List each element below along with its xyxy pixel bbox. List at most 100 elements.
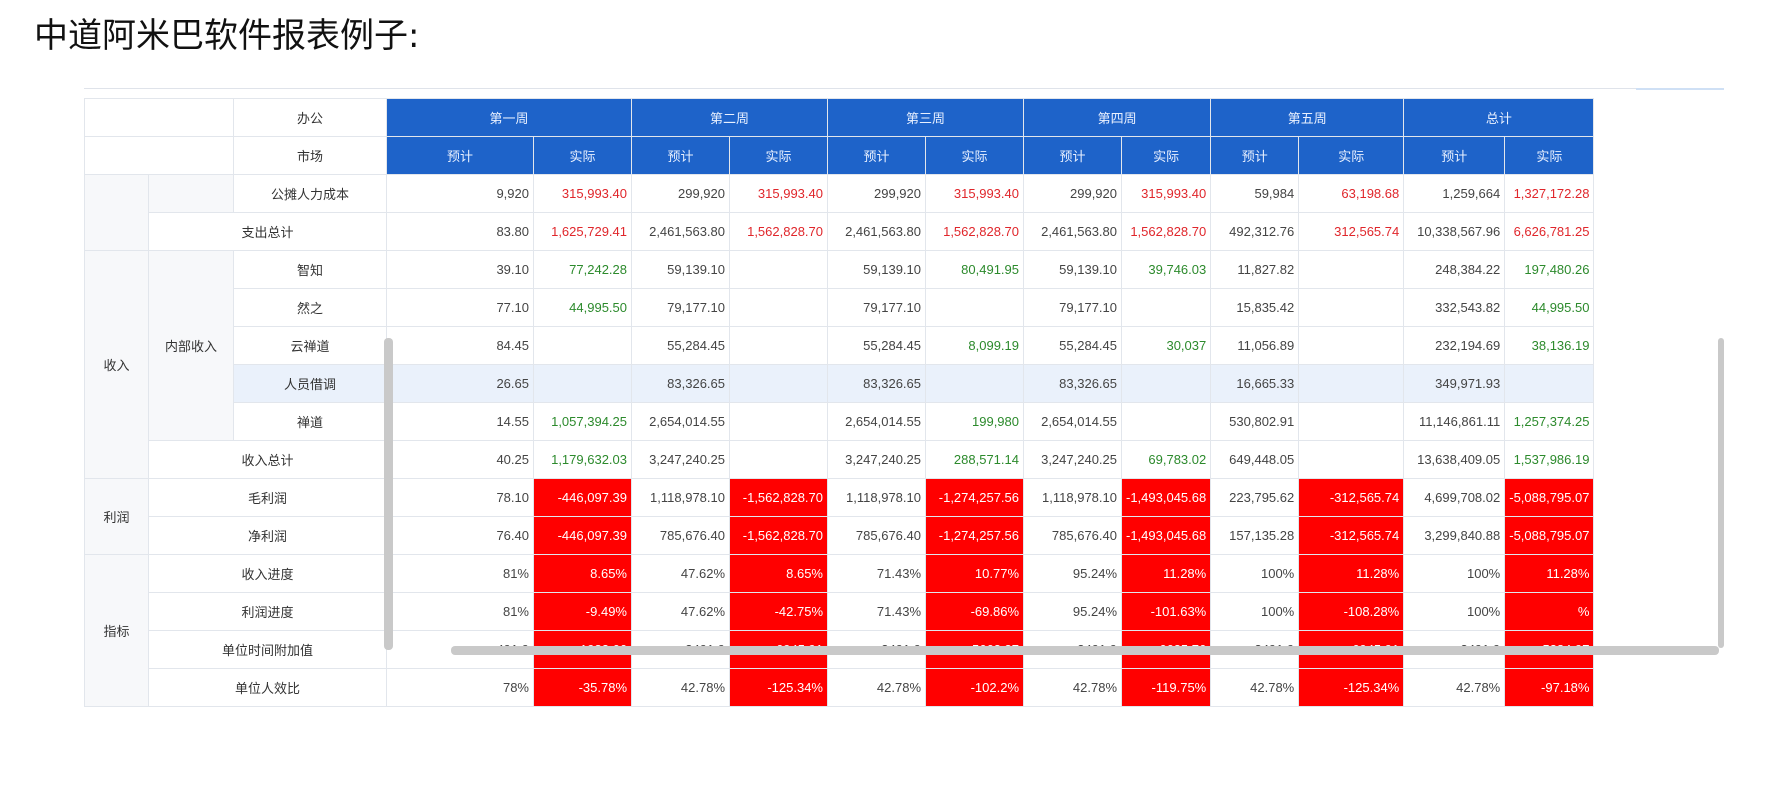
actual-value-cell	[1298, 364, 1405, 403]
sub-header-actual: 实际	[1120, 136, 1212, 175]
actual-value-cell: 1,257,374.25	[1504, 402, 1595, 441]
actual-value-cell: -312,565.74	[1298, 478, 1405, 517]
row-label: 然之	[233, 288, 387, 327]
sub-header-forecast: 预计	[1210, 136, 1300, 175]
forecast-value-cell: 2,654,014.55	[1023, 402, 1122, 441]
actual-value-cell: 312,565.74	[1298, 212, 1405, 251]
forecast-value-cell: 15,835.42	[1210, 288, 1300, 327]
forecast-value-cell: 100%	[1210, 592, 1300, 631]
table-row[interactable]: 公摊人力成本 9,920 315,993.40 299,920 315,993.40 29…	[84, 174, 1595, 251]
actual-value-cell: 38,136.19	[1504, 326, 1595, 365]
forecast-value-cell: 47.62%	[631, 554, 730, 593]
actual-value-cell: 77,242.28	[533, 250, 632, 289]
forecast-value-cell: 13,638,409.05	[1403, 440, 1506, 479]
actual-value-cell	[729, 364, 828, 403]
table-row[interactable]: 净利润 76.40 -446,097.39 785,676.40 -1,562,828.…	[85, 516, 1595, 555]
forecast-value-cell: 59,139.10	[631, 250, 730, 289]
week-header-3: 第三周	[827, 98, 1024, 137]
table-row[interactable]: 收入 内部收入 智知 39.10 77,242.28 59,139.10 59,139.10…	[84, 250, 1595, 479]
forecast-value-cell: 42.78%	[631, 668, 730, 707]
table-row[interactable]: 然之 77.10 44,995.50 79,177.10 79,177.10 79,177…	[85, 288, 1595, 327]
table-row[interactable]: 收入总计 40.25 1,179,632.03 3,247,240.25 3,247,2…	[85, 440, 1595, 479]
week-header-6: 总计	[1403, 98, 1595, 137]
forecast-value-cell: 81%	[386, 554, 534, 593]
actual-value-cell: 1,537,986.19	[1504, 440, 1595, 479]
forecast-value-cell: 785,676.40	[631, 516, 730, 555]
actual-value-cell: 1,562,828.70	[925, 212, 1024, 251]
forecast-value-cell: 332,543.82	[1403, 288, 1506, 327]
forecast-value-cell: 3,247,240.25	[1023, 440, 1122, 479]
actual-value-cell	[1298, 288, 1405, 327]
forecast-value-cell: 77.10	[386, 288, 534, 327]
actual-value-cell: %	[1504, 592, 1595, 631]
row-label: 禅道	[233, 402, 387, 441]
actual-value-cell: -312,565.74	[1298, 516, 1405, 555]
forecast-value-cell: 492,312.76	[1210, 212, 1300, 251]
forecast-value-cell: 95.24%	[1023, 554, 1122, 593]
actual-value-cell: 197,480.26	[1504, 250, 1595, 289]
table-row[interactable]: 支出总计 83.80 1,625,729.41 2,461,563.80 1,562,8…	[85, 212, 1595, 251]
table-row[interactable]: 利润 毛利润 78.10 -446,097.39 1,118,978.10 -1,562,…	[84, 478, 1595, 555]
row-label: 智知	[233, 250, 387, 289]
forecast-value-cell: 1,118,978.10	[631, 478, 730, 517]
table-row[interactable]: 单位人效比 78% -35.78% 42.78% -125.34% 42.78% -102.…	[85, 668, 1595, 707]
actual-value-cell: -1,493,045.68	[1120, 516, 1212, 555]
actual-value-cell: 11.28%	[1120, 554, 1212, 593]
actual-value-cell: 1,057,394.25	[533, 402, 632, 441]
actual-value-cell: 6,626,781.25	[1504, 212, 1595, 251]
forecast-value-cell: 530,802.91	[1210, 402, 1300, 441]
actual-value-cell: 1,625,729.41	[533, 212, 632, 251]
forecast-value-cell: 223,795.62	[1210, 478, 1300, 517]
forecast-value-cell: 3,247,240.25	[631, 440, 730, 479]
forecast-value-cell: 785,676.40	[827, 516, 926, 555]
header-label-office: 办公	[233, 98, 387, 137]
horizontal-scrollbar[interactable]	[451, 646, 1719, 655]
forecast-value-cell: 79,177.10	[1023, 288, 1122, 327]
forecast-value-cell: 299,920	[1023, 174, 1122, 213]
row-label: 利润进度	[148, 592, 387, 631]
forecast-value-cell: 2,461,563.80	[827, 212, 926, 251]
actual-value-cell: -119.75%	[1120, 668, 1212, 707]
actual-value-cell	[729, 250, 828, 289]
forecast-value-cell: 1,259,664	[1403, 174, 1506, 213]
page-title: 中道阿米巴软件报表例子:	[34, 16, 420, 56]
table-row[interactable]: 云禅道 84.45 55,284.45 55,284.45 8,099.19 55,284…	[85, 326, 1595, 365]
forecast-value-cell: 78.10	[386, 478, 534, 517]
actual-value-cell: -1,493,045.68	[1120, 478, 1212, 517]
actual-value-cell: 11.28%	[1298, 554, 1405, 593]
actual-value-cell: 39,746.03	[1120, 250, 1212, 289]
table-row[interactable]: 指标 收入进度 81% 8.65% 47.62% 8.65% 71.43% 10.77% 95.…	[84, 554, 1595, 707]
table-row[interactable]: 禅道 14.55 1,057,394.25 2,654,014.55 2,654,014…	[85, 402, 1595, 441]
forecast-value-cell: 79,177.10	[631, 288, 730, 327]
forecast-value-cell: 76.40	[386, 516, 534, 555]
week-header-1: 第一周	[386, 98, 632, 137]
vertical-scrollbar-left[interactable]	[384, 338, 393, 650]
row-subgroup-label: 内部收入	[148, 250, 234, 441]
forecast-value-cell: 785,676.40	[1023, 516, 1122, 555]
forecast-value-cell: 3,299,840.88	[1403, 516, 1506, 555]
forecast-value-cell: 55,284.45	[1023, 326, 1122, 365]
row-group-label: 收入	[84, 250, 149, 479]
corner-cell-2	[84, 136, 234, 175]
sub-header-actual: 实际	[1298, 136, 1405, 175]
row-label: 支出总计	[148, 212, 387, 251]
table-row[interactable]: 人员借调 26.65 83,326.65 83,326.65 83,326.65 16,6…	[85, 364, 1595, 403]
actual-value-cell: 11.28%	[1504, 554, 1595, 593]
table-row[interactable]: 利润进度 81% -9.49% 47.62% -42.75% 71.43% -69.86% 9…	[85, 592, 1595, 631]
actual-value-cell: 1,179,632.03	[533, 440, 632, 479]
forecast-value-cell: 10,338,567.96	[1403, 212, 1506, 251]
forecast-value-cell: 100%	[1210, 554, 1300, 593]
forecast-value-cell: 40.25	[386, 440, 534, 479]
actual-value-cell: -97.18%	[1504, 668, 1595, 707]
actual-value-cell: -1,562,828.70	[729, 478, 828, 517]
forecast-value-cell: 157,135.28	[1210, 516, 1300, 555]
actual-value-cell	[729, 402, 828, 441]
forecast-value-cell: 4,699,708.02	[1403, 478, 1506, 517]
actual-value-cell: 1,562,828.70	[1120, 212, 1212, 251]
actual-value-cell: -35.78%	[533, 668, 632, 707]
forecast-value-cell: 59,139.10	[827, 250, 926, 289]
row-label: 单位时间附加值	[148, 630, 387, 669]
vertical-scrollbar-right[interactable]	[1718, 338, 1724, 648]
actual-value-cell	[1298, 326, 1405, 365]
actual-value-cell: -108.28%	[1298, 592, 1405, 631]
